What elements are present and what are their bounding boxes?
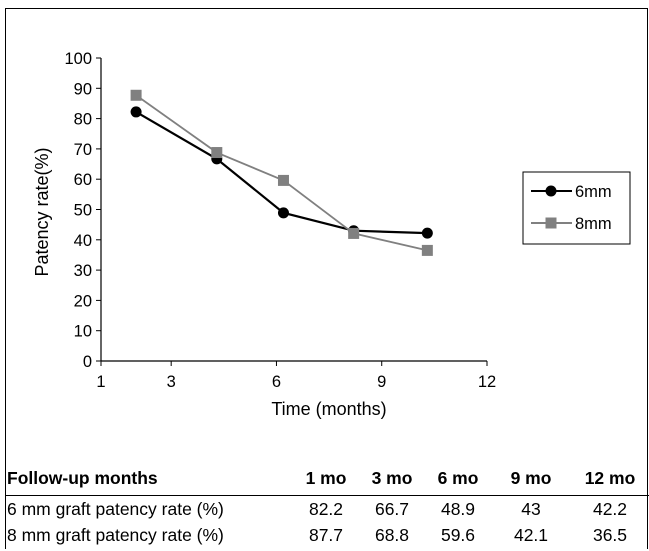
data-point — [348, 227, 360, 239]
legend-marker — [545, 185, 557, 197]
chart-legend: 6mm 8mm — [522, 171, 631, 245]
table-cell: 43 — [521, 498, 541, 519]
y-axis-label: Patency rate(%) — [32, 147, 52, 276]
chart-axes — [100, 58, 487, 362]
table-cell: 42.2 — [592, 498, 628, 519]
data-point — [277, 174, 289, 186]
legend-label: 8mm — [575, 215, 612, 233]
figure-frame — [5, 8, 648, 549]
y-tick-label: 50 — [74, 202, 92, 220]
table-cell: 87.7 — [308, 524, 344, 545]
data-point — [130, 106, 142, 118]
x-tick-label: 12 — [478, 373, 496, 391]
y-tick-label: 0 — [83, 353, 92, 371]
table-cell: 59.6 — [440, 524, 476, 545]
legend-label: 6mm — [575, 183, 612, 201]
x-tick-label: 6 — [272, 373, 281, 391]
x-tick-label: 1 — [96, 373, 105, 391]
legend-box — [522, 171, 631, 245]
table-cell: 36.5 — [592, 524, 628, 545]
table-row: 8 mm graft patency rate (%) 87.7 68.8 59… — [5, 522, 649, 548]
y-tick-label: 10 — [74, 323, 92, 341]
y-tick-label: 20 — [74, 292, 92, 310]
data-point — [421, 227, 433, 239]
table-cell: 66.7 — [374, 498, 410, 519]
legend-item: 8mm — [531, 215, 612, 233]
chart-series — [130, 89, 433, 256]
data-point — [130, 89, 142, 101]
y-tick-label: 90 — [74, 80, 92, 98]
table-header-cell: 12 mo — [571, 461, 649, 496]
table-header-cell: Follow-up months — [5, 461, 293, 496]
table-header-cell: 6 mo — [425, 461, 491, 496]
table-cell: 68.8 — [374, 524, 410, 545]
data-point — [277, 207, 289, 219]
y-tick-label: 80 — [74, 111, 92, 129]
table-cell: 82.2 — [308, 498, 344, 519]
legend-marker — [545, 217, 557, 229]
table-header-cell: 1 mo — [293, 461, 359, 496]
table-row-label: 6 mm graft patency rate (%) — [7, 498, 224, 519]
x-axis-label: Time (months) — [271, 399, 386, 419]
table-header-cell: 9 mo — [491, 461, 571, 496]
y-tick-label: 70 — [74, 141, 92, 159]
data-point — [421, 244, 433, 256]
x-axis-ticks: 1 3 6 9 12 — [96, 361, 496, 391]
table-header-cell: 3 mo — [359, 461, 425, 496]
series-6mm — [130, 106, 433, 239]
series-line — [135, 94, 428, 252]
table-cell: 42.1 — [513, 524, 549, 545]
x-tick-label: 3 — [167, 373, 176, 391]
series-8mm — [130, 89, 433, 256]
y-tick-label: 60 — [74, 171, 92, 189]
patency-line-chart: 0 10 20 30 40 50 60 70 80 90 100 1 3 6 9 12 Patency ra… — [32, 50, 631, 419]
table-cell: 48.9 — [440, 498, 476, 519]
y-axis-ticks: 0 10 20 30 40 50 60 70 80 90 100 — [64, 50, 101, 371]
legend-item: 6mm — [531, 183, 612, 201]
patency-data-table: Follow-up months 1 mo 3 mo 6 mo 9 mo 12 … — [5, 461, 649, 548]
table-row: 6 mm graft patency rate (%) 82.2 66.7 48… — [5, 496, 649, 523]
table-header-row: Follow-up months 1 mo 3 mo 6 mo 9 mo 12 … — [5, 461, 649, 496]
table-row-label: 8 mm graft patency rate (%) — [7, 524, 224, 545]
data-point — [211, 147, 223, 159]
y-tick-label: 30 — [74, 262, 92, 280]
y-tick-label: 100 — [64, 50, 92, 68]
x-tick-label: 9 — [377, 373, 386, 391]
y-tick-label: 40 — [74, 232, 92, 250]
